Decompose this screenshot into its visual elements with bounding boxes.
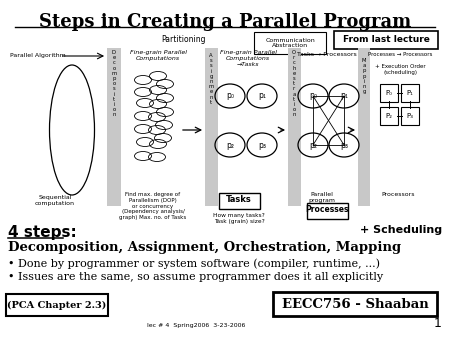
FancyBboxPatch shape xyxy=(205,48,218,206)
Text: Partitioning: Partitioning xyxy=(161,35,205,44)
FancyBboxPatch shape xyxy=(6,294,108,316)
Text: Communication
Abstraction: Communication Abstraction xyxy=(265,38,315,48)
Text: Steps in Creating a Parallel Program: Steps in Creating a Parallel Program xyxy=(39,13,411,31)
Text: Tasks: Tasks xyxy=(226,195,252,204)
Text: p₁: p₁ xyxy=(340,92,348,100)
FancyBboxPatch shape xyxy=(401,84,419,102)
Text: p₀: p₀ xyxy=(226,92,234,100)
Text: Find max. degree of
Parallelism (DOP)
or concurrency
(Dependency analysis/
graph: Find max. degree of Parallelism (DOP) or… xyxy=(119,192,187,220)
Text: Processes: Processes xyxy=(305,206,349,215)
FancyBboxPatch shape xyxy=(254,32,326,54)
Text: + Execution Order
(scheduling): + Execution Order (scheduling) xyxy=(375,64,425,75)
Text: Processors: Processors xyxy=(381,192,415,197)
FancyBboxPatch shape xyxy=(380,84,398,102)
FancyBboxPatch shape xyxy=(358,48,370,206)
Text: Parallel Algorithm: Parallel Algorithm xyxy=(10,53,66,58)
Text: Fine-grain Parallel
Computations: Fine-grain Parallel Computations xyxy=(130,50,186,61)
Text: p₂: p₂ xyxy=(226,141,234,149)
Text: p₀: p₀ xyxy=(309,92,317,100)
Text: A
s
s
i
g
n
m
e
n
t: A s s i g n m e n t xyxy=(208,53,214,105)
FancyBboxPatch shape xyxy=(273,292,437,316)
Text: Tasks → Processors: Tasks → Processors xyxy=(297,52,357,57)
Text: (PCA Chapter 2.3): (PCA Chapter 2.3) xyxy=(7,300,107,310)
Text: P₃: P₃ xyxy=(406,113,414,119)
FancyBboxPatch shape xyxy=(306,202,347,218)
FancyBboxPatch shape xyxy=(288,48,301,206)
Text: + Scheduling: + Scheduling xyxy=(360,225,442,235)
Text: Decomposition, Assignment, Orchestration, Mapping: Decomposition, Assignment, Orchestration… xyxy=(8,241,401,254)
Text: P₁: P₁ xyxy=(406,90,414,96)
Text: 1: 1 xyxy=(434,317,442,330)
FancyBboxPatch shape xyxy=(107,48,121,206)
Text: Processes → Processors: Processes → Processors xyxy=(368,52,432,57)
Text: P₂: P₂ xyxy=(386,113,392,119)
Text: 4 steps:: 4 steps: xyxy=(8,225,77,240)
Text: O
r
c
h
e
s
t
r
a
t
i
o
n: O r c h e s t r a t i o n xyxy=(292,50,296,117)
Text: M
a
p
p
i
n
g: M a p p i n g xyxy=(362,58,366,94)
FancyBboxPatch shape xyxy=(219,193,260,209)
Text: • Done by programmer or system software (compiler, runtime, ...): • Done by programmer or system software … xyxy=(8,258,380,269)
Text: lec # 4  Spring2006  3-23-2006: lec # 4 Spring2006 3-23-2006 xyxy=(147,323,245,328)
Text: p₃: p₃ xyxy=(340,141,348,149)
FancyBboxPatch shape xyxy=(334,31,438,49)
Text: p₃: p₃ xyxy=(258,141,266,149)
Text: Fine-grain Parallel
Computations
→Tasks: Fine-grain Parallel Computations →Tasks xyxy=(220,50,276,67)
Text: P₀: P₀ xyxy=(386,90,392,96)
Text: D
e
c
o
m
p
o
s
i
t
i
o
n: D e c o m p o s i t i o n xyxy=(112,50,117,117)
Text: Sequential
computation: Sequential computation xyxy=(35,195,75,206)
Text: From last lecture: From last lecture xyxy=(342,35,429,45)
Text: Parallel
program: Parallel program xyxy=(309,192,336,203)
Text: How many tasks?
Task (grain) size?: How many tasks? Task (grain) size? xyxy=(213,213,265,224)
Text: • Issues are the same, so assume programmer does it all explicitly: • Issues are the same, so assume program… xyxy=(8,272,383,282)
Text: p₂: p₂ xyxy=(309,141,317,149)
Text: EECC756 - Shaaban: EECC756 - Shaaban xyxy=(282,297,428,311)
FancyBboxPatch shape xyxy=(401,107,419,125)
FancyBboxPatch shape xyxy=(380,107,398,125)
Text: p₁: p₁ xyxy=(258,92,266,100)
